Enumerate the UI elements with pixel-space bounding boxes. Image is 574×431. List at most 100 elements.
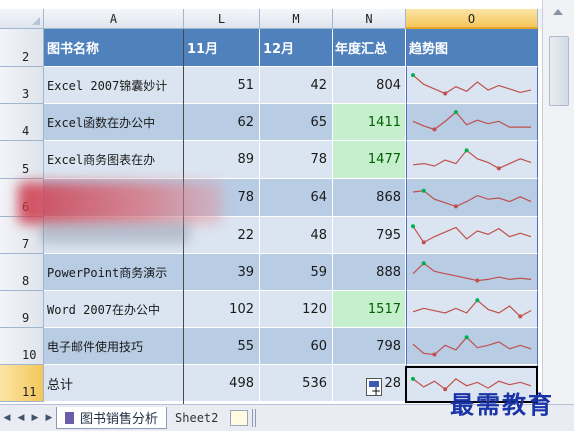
cell-year-total[interactable]: 888 <box>333 254 406 291</box>
cell-trend[interactable] <box>406 67 538 104</box>
cell-dec[interactable]: 60 <box>260 328 333 365</box>
sparkline-high-point <box>421 260 426 265</box>
cell-total-dec[interactable]: 536 <box>260 365 333 402</box>
sparkline-path <box>412 110 531 130</box>
sparkline-path <box>412 298 532 317</box>
cell-trend[interactable] <box>406 141 538 179</box>
column-header-a[interactable]: A <box>44 9 184 29</box>
tab-sheet2[interactable]: Sheet2 <box>167 407 226 429</box>
cell-dec[interactable]: 65 <box>260 104 333 141</box>
cell-book-name[interactable]: PowerPoint商务演示 <box>44 254 184 291</box>
sparkline-path <box>412 225 532 243</box>
sparkline-low-point <box>443 386 448 391</box>
cell-book-name[interactable]: Excel商务图表在办 <box>44 141 184 179</box>
insert-sheet-button[interactable] <box>230 410 249 426</box>
sparkline-path <box>412 335 532 355</box>
cell-year-total[interactable]: 798 <box>333 328 406 365</box>
column-header-m[interactable]: M <box>260 9 333 29</box>
sparkline-chart <box>412 260 532 283</box>
first-sheet-icon[interactable]: ◀ <box>3 413 11 423</box>
watermark-logo: 最需教育 <box>450 391 554 419</box>
sparkline-high-point <box>411 376 415 381</box>
cell-dec[interactable]: 78 <box>260 141 333 179</box>
column-header-bar: A L M N O <box>0 9 543 29</box>
sparkline-chart <box>411 376 532 391</box>
select-all-corner[interactable] <box>0 9 44 29</box>
row-header[interactable]: 4 <box>0 104 44 141</box>
sparkline-chart <box>411 223 532 244</box>
scroll-up-icon[interactable] <box>553 9 563 15</box>
cell-year-total[interactable]: 1517 <box>333 291 406 328</box>
last-sheet-icon[interactable]: ▶ <box>45 413 53 423</box>
cell-dec[interactable]: 120 <box>260 291 333 328</box>
cell-trend[interactable] <box>406 254 538 291</box>
cell-year-total[interactable]: 1411 <box>333 104 406 141</box>
table-row: 9 Word 2007在办公中 102 120 1517 <box>0 291 538 328</box>
cell-total-trend[interactable] <box>406 365 538 402</box>
prev-sheet-icon[interactable]: ◀ <box>17 413 25 423</box>
column-header-o[interactable]: O <box>406 9 538 29</box>
cell-trend[interactable] <box>406 328 538 365</box>
cell-trend[interactable] <box>406 217 538 254</box>
sparkline-path <box>412 189 532 207</box>
column-header-n[interactable]: N <box>333 9 406 29</box>
tab-label-sheet2: Sheet2 <box>175 411 219 425</box>
scrollbar-thumb[interactable] <box>549 36 569 106</box>
sparkline-chart <box>412 109 531 131</box>
sparkline-chart <box>412 188 532 208</box>
sparkline-low-point <box>443 91 448 96</box>
cell-nov[interactable]: 62 <box>184 104 260 141</box>
row-number: 7 <box>22 237 30 251</box>
sparkline-high-point <box>411 72 415 77</box>
row-header[interactable]: 3 <box>0 67 44 104</box>
cell-year-total[interactable]: 804 <box>333 67 406 104</box>
cell-nov[interactable]: 89 <box>184 141 260 179</box>
cell-year-total[interactable]: 868 <box>333 179 406 217</box>
row-header-2[interactable]: 2 <box>0 29 44 67</box>
paste-options-icon[interactable] <box>366 378 382 398</box>
header-nov[interactable]: 11月 <box>184 29 260 67</box>
row-header[interactable]: 9 <box>0 291 44 328</box>
sparkline-path <box>412 74 532 94</box>
header-book-name[interactable]: 图书名称 <box>44 29 184 67</box>
cell-year-total[interactable]: 1477 <box>333 141 406 179</box>
cell-book-name[interactable]: Word 2007在办公中 <box>44 291 184 328</box>
tab-split-handle[interactable] <box>252 409 257 427</box>
row-header[interactable]: 5 <box>0 141 44 179</box>
header-year-total[interactable]: 年度汇总 <box>333 29 406 67</box>
next-sheet-icon[interactable]: ▶ <box>31 413 39 423</box>
tab-book-sales-analysis[interactable]: 图书销售分析 <box>56 407 168 429</box>
cell-dec[interactable]: 59 <box>260 254 333 291</box>
column-header-l[interactable]: L <box>184 9 260 29</box>
sparkline-chart <box>411 72 532 96</box>
cell-trend[interactable] <box>406 291 538 328</box>
cell-book-name[interactable]: Excel函数在办公中 <box>44 104 184 141</box>
vertical-scrollbar[interactable] <box>542 0 574 415</box>
cell-nov[interactable]: 55 <box>184 328 260 365</box>
sparkline-low-point <box>421 239 426 244</box>
cell-year-total[interactable]: 795 <box>333 217 406 254</box>
cell-book-name[interactable]: 电子邮件使用技巧 <box>44 328 184 365</box>
sheet-tab-bar: ◀ ◀ ▶ ▶ 图书销售分析 Sheet2 <box>0 404 574 431</box>
cell-dec[interactable]: 42 <box>260 67 333 104</box>
cell-nov[interactable]: 39 <box>184 254 260 291</box>
row-number: 9 <box>22 311 30 325</box>
cell-nov[interactable]: 51 <box>184 67 260 104</box>
sparkline-low-point <box>432 126 437 131</box>
cell-trend[interactable] <box>406 179 538 217</box>
table-row: 8 PowerPoint商务演示 39 59 888 <box>0 254 538 291</box>
cell-nov[interactable]: 102 <box>184 291 260 328</box>
cell-dec[interactable]: 64 <box>260 179 333 217</box>
cell-dec[interactable]: 48 <box>260 217 333 254</box>
row-header-total[interactable]: 11 <box>0 365 44 402</box>
cell-book-name[interactable]: Excel 2007锦囊妙计 <box>44 67 184 104</box>
cell-trend[interactable] <box>406 104 538 141</box>
cell-total-label[interactable]: 总计 <box>44 365 184 402</box>
row-header[interactable]: 10 <box>0 328 44 365</box>
header-trend[interactable]: 趋势图 <box>406 29 538 67</box>
row-header[interactable]: 8 <box>0 254 44 291</box>
cell-total-nov[interactable]: 498 <box>184 365 260 402</box>
sparkline-chart <box>412 297 532 318</box>
header-dec[interactable]: 12月 <box>260 29 333 67</box>
